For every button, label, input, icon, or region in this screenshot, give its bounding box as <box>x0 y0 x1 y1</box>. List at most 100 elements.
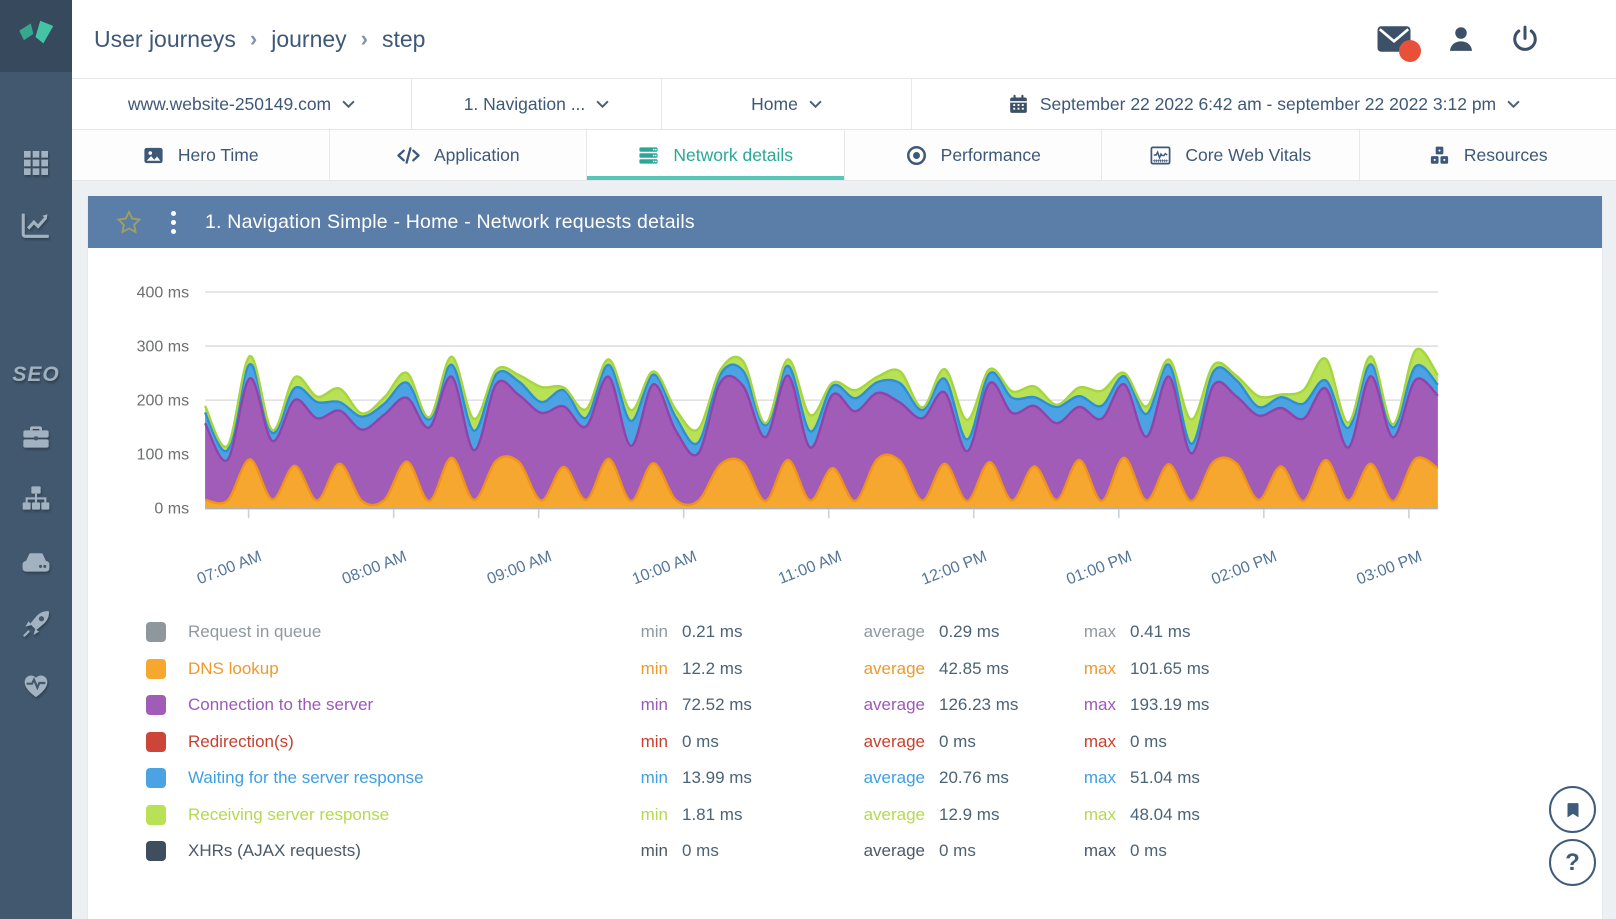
tab-label: Resources <box>1463 144 1548 165</box>
panel-menu-button[interactable] <box>167 207 180 238</box>
min-value: 72.52 ms <box>682 695 752 715</box>
sidebar-item-health[interactable] <box>0 668 72 702</box>
max-value: 48.04 ms <box>1130 804 1200 824</box>
website-dropdown-value: www.website-250149.com <box>127 93 332 114</box>
help-button[interactable]: ? <box>1549 839 1596 886</box>
min-label: min <box>640 768 668 788</box>
account-button[interactable] <box>1446 24 1476 54</box>
sidebar-item-toolkit[interactable] <box>0 420 72 454</box>
signout-button[interactable] <box>1510 24 1540 54</box>
legend-label: XHRs (AJAX requests) <box>188 841 361 861</box>
legend-row[interactable]: Redirection(s) min 0 ms average 0 ms max 0 ms <box>146 724 1602 761</box>
server-icon <box>22 553 50 572</box>
average-value: 126.23 ms <box>939 695 1019 715</box>
average-label: average <box>863 841 925 861</box>
image-icon <box>144 147 163 163</box>
max-label: max <box>1083 658 1116 678</box>
min-value: 0 ms <box>682 841 719 861</box>
step-dropdown-value: Home <box>751 93 798 114</box>
tab-performance[interactable]: Performance <box>844 130 1102 180</box>
max-value: 51.04 ms <box>1130 768 1200 788</box>
max-value: 193.19 ms <box>1130 695 1210 715</box>
legend-row[interactable]: XHRs (AJAX requests) min 0 ms average 0 ms ma… <box>146 833 1602 870</box>
legend-row[interactable]: Request in queue min 0.21 ms average 0.29 ms… <box>146 614 1602 651</box>
app-logo[interactable] <box>0 0 72 72</box>
legend-row[interactable]: Connection to the server min 72.52 ms avera… <box>146 687 1602 724</box>
seo-label: SEO <box>12 363 60 386</box>
sidebar-item-dashboard[interactable] <box>0 146 72 180</box>
code-icon <box>397 146 420 164</box>
min-label: min <box>640 622 668 642</box>
sidebar-item-monitoring[interactable] <box>0 208 72 242</box>
min-label: min <box>640 658 668 678</box>
chevron-down-icon <box>809 100 822 108</box>
legend-swatch <box>146 622 166 643</box>
sidebar-item-sitemap[interactable] <box>0 482 72 516</box>
website-dropdown[interactable]: www.website-250149.com <box>72 79 412 129</box>
rocket-icon <box>22 610 49 637</box>
svg-text:0 ms: 0 ms <box>154 501 189 518</box>
svg-text:07:00 AM: 07:00 AM <box>195 548 264 588</box>
vitals-monitor-icon <box>1150 145 1171 165</box>
svg-text:400 ms: 400 ms <box>137 285 189 302</box>
svg-text:100 ms: 100 ms <box>137 447 189 464</box>
sidebar-item-seo[interactable]: SEO <box>0 358 72 392</box>
cubes-icon <box>1430 146 1449 164</box>
svg-text:11:00 AM: 11:00 AM <box>776 548 844 588</box>
panel-title: 1. Navigation Simple - Home - Network re… <box>205 210 695 233</box>
svg-text:12:00 PM: 12:00 PM <box>919 548 989 588</box>
tab-label: Core Web Vitals <box>1185 144 1312 165</box>
legend-label: Receiving server response <box>188 804 390 824</box>
max-value: 0.41 ms <box>1130 622 1191 642</box>
network-chart[interactable]: 400 ms 300 ms 200 ms 100 ms 0 ms 07:00 AM 08:0… <box>88 248 1602 608</box>
max-label: max <box>1083 768 1116 788</box>
bookmark-button[interactable] <box>1549 786 1596 833</box>
bookmark-icon <box>1567 802 1578 817</box>
tab-resources[interactable]: Resources <box>1359 130 1616 180</box>
tab-core-web-vitals[interactable]: Core Web Vitals <box>1102 130 1360 180</box>
legend-swatch <box>146 695 166 716</box>
average-value: 0 ms <box>939 841 976 861</box>
min-value: 0 ms <box>682 731 719 751</box>
sidebar: SEO <box>0 0 72 919</box>
chevron-down-icon <box>342 100 355 108</box>
tab-application[interactable]: Application <box>329 130 587 180</box>
svg-text:300 ms: 300 ms <box>137 339 189 356</box>
network-details-panel: 1. Navigation Simple - Home - Network re… <box>88 196 1602 919</box>
leaf-logo-icon <box>19 20 54 44</box>
breadcrumb-user-journeys[interactable]: User journeys <box>94 25 236 52</box>
legend-row[interactable]: Receiving server response min 1.81 ms avera… <box>146 797 1602 834</box>
breadcrumb-journey[interactable]: journey <box>271 25 347 52</box>
journey-dropdown-value: 1. Navigation ... <box>463 93 586 114</box>
legend-row[interactable]: Waiting for the server response min 13.99 … <box>146 760 1602 797</box>
step-dropdown[interactable]: Home <box>662 79 912 129</box>
messages-button[interactable] <box>1376 24 1421 62</box>
favorite-button[interactable] <box>116 209 142 235</box>
tab-hero-time[interactable]: Hero Time <box>72 130 330 180</box>
breadcrumb-step[interactable]: step <box>381 25 426 52</box>
tab-label: Application <box>433 144 520 165</box>
legend-swatch <box>146 841 166 862</box>
min-label: min <box>640 731 668 751</box>
max-label: max <box>1083 622 1116 642</box>
max-value: 0 ms <box>1130 841 1167 861</box>
journey-dropdown[interactable]: 1. Navigation ... <box>412 79 662 129</box>
panel-header: 1. Navigation Simple - Home - Network re… <box>88 196 1602 248</box>
notification-badge <box>1399 40 1421 62</box>
sidebar-item-uptime[interactable] <box>0 606 72 640</box>
legend-row[interactable]: DNS lookup min 12.2 ms average 42.85 ms max 10… <box>146 651 1602 688</box>
daterange-dropdown[interactable]: September 22 2022 6:42 am - september 22… <box>912 79 1616 129</box>
sidebar-item-servers[interactable] <box>0 544 72 578</box>
tab-bar: Hero Time Application Network details Pe… <box>72 130 1616 181</box>
legend-swatch <box>146 731 166 752</box>
chevron-down-icon <box>596 100 609 108</box>
svg-text:01:00 PM: 01:00 PM <box>1064 548 1134 588</box>
max-label: max <box>1083 841 1116 861</box>
breadcrumb-separator: › <box>249 26 258 51</box>
legend-label: DNS lookup <box>188 658 279 678</box>
tab-network-details[interactable]: Network details <box>587 130 845 180</box>
legend-label: Redirection(s) <box>188 731 294 751</box>
average-value: 42.85 ms <box>939 658 1009 678</box>
daterange-value: September 22 2022 6:42 am - september 22… <box>1039 93 1497 114</box>
chart-container: 400 ms 300 ms 200 ms 100 ms 0 ms 07:00 AM 08:0… <box>88 248 1602 608</box>
